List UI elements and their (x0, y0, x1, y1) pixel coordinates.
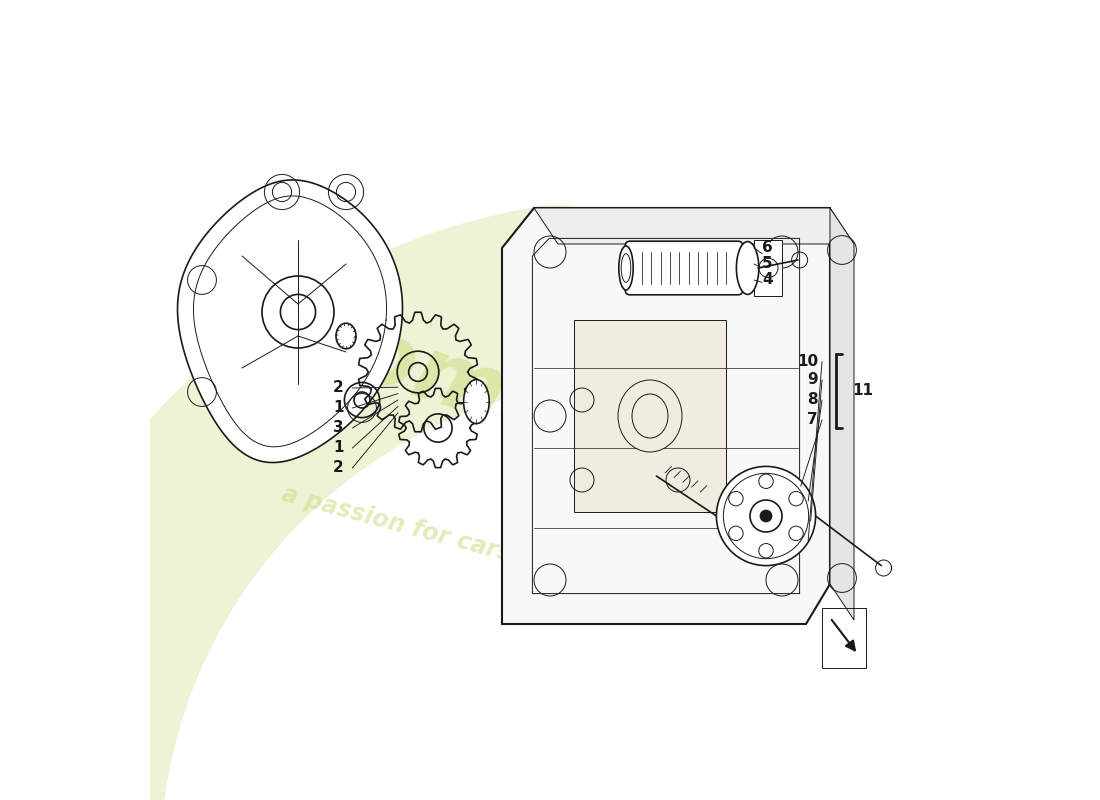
Polygon shape (534, 208, 854, 244)
Text: 10: 10 (796, 354, 818, 369)
Ellipse shape (336, 323, 356, 349)
Polygon shape (574, 320, 726, 512)
Ellipse shape (736, 242, 759, 294)
Text: 4: 4 (762, 273, 772, 287)
Ellipse shape (463, 380, 490, 424)
Polygon shape (830, 208, 854, 620)
Text: 8: 8 (807, 393, 818, 407)
Text: euromares: euromares (185, 259, 724, 509)
Text: 7: 7 (807, 413, 818, 427)
Text: a passion for cars since 1985: a passion for cars since 1985 (279, 482, 661, 606)
Polygon shape (754, 240, 782, 296)
Ellipse shape (619, 246, 634, 290)
Text: 2: 2 (333, 381, 343, 395)
Ellipse shape (618, 380, 682, 452)
Text: 11: 11 (852, 383, 873, 398)
Circle shape (760, 510, 772, 522)
Polygon shape (177, 180, 403, 462)
Text: 1: 1 (333, 441, 343, 455)
Polygon shape (502, 208, 830, 624)
Text: 3: 3 (333, 421, 343, 435)
Text: 1: 1 (333, 401, 343, 415)
Circle shape (716, 466, 815, 566)
FancyBboxPatch shape (625, 241, 742, 294)
Text: 6: 6 (762, 241, 772, 255)
Text: 2: 2 (333, 461, 343, 475)
Text: 5: 5 (762, 257, 772, 271)
Text: 9: 9 (807, 373, 818, 387)
